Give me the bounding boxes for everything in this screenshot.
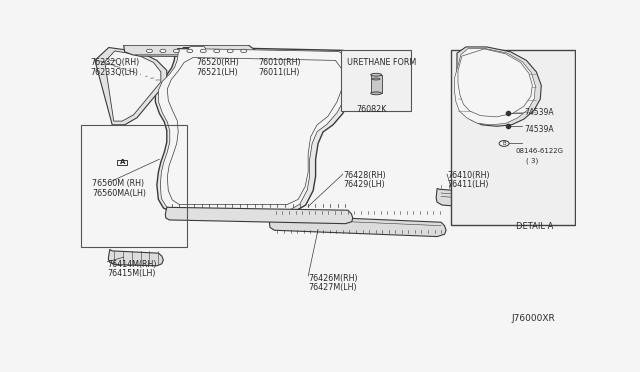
Text: 76428(RH): 76428(RH) [343, 171, 386, 180]
Text: 76010(RH): 76010(RH) [259, 58, 301, 67]
Bar [81, 125, 187, 247]
Polygon shape [183, 48, 198, 99]
Polygon shape [457, 47, 541, 126]
Circle shape [160, 49, 166, 53]
Text: 76414M(RH): 76414M(RH) [108, 260, 157, 269]
Ellipse shape [371, 92, 381, 95]
Polygon shape [177, 48, 205, 49]
Text: 76520(RH): 76520(RH) [196, 58, 239, 67]
Circle shape [227, 49, 233, 53]
Text: B: B [502, 141, 506, 146]
Bar [341, 50, 412, 110]
Circle shape [200, 49, 206, 53]
Circle shape [241, 49, 246, 53]
Ellipse shape [371, 73, 381, 76]
Text: 76011(LH): 76011(LH) [259, 68, 300, 77]
Polygon shape [458, 49, 532, 117]
Polygon shape [108, 250, 163, 266]
Ellipse shape [372, 78, 380, 80]
Polygon shape [158, 46, 350, 211]
Polygon shape [124, 45, 256, 57]
Polygon shape [454, 49, 535, 125]
Text: 76232Q(RH): 76232Q(RH) [90, 58, 139, 67]
Text: 76233Q(LH): 76233Q(LH) [90, 68, 138, 77]
Circle shape [188, 60, 193, 63]
Circle shape [188, 89, 193, 92]
Polygon shape [165, 207, 353, 224]
Text: 76082K: 76082K [356, 105, 387, 114]
Text: 76427M(LH): 76427M(LH) [308, 283, 356, 292]
Polygon shape [95, 48, 167, 125]
Circle shape [188, 68, 193, 70]
Text: URETHANE FORM: URETHANE FORM [347, 58, 416, 67]
Text: ( 3): ( 3) [527, 157, 539, 164]
Bar [117, 160, 127, 165]
Polygon shape [105, 51, 161, 121]
Text: A: A [120, 159, 125, 166]
Text: 76429(LH): 76429(LH) [343, 180, 385, 189]
Polygon shape [436, 189, 573, 214]
Text: 76411(LH): 76411(LH) [447, 180, 488, 189]
Polygon shape [167, 58, 343, 205]
Circle shape [147, 49, 152, 53]
Polygon shape [565, 189, 571, 214]
Text: J76000XR: J76000XR [511, 314, 556, 323]
Bar [371, 75, 381, 93]
Text: 74539A: 74539A [524, 108, 554, 117]
Text: 76560M (RH): 76560M (RH) [92, 179, 145, 188]
Circle shape [173, 49, 179, 53]
Text: 76560MA(LH): 76560MA(LH) [92, 189, 147, 198]
Text: 76415M(LH): 76415M(LH) [108, 269, 156, 279]
Circle shape [499, 141, 509, 146]
Bar [451, 50, 575, 225]
Polygon shape [156, 45, 355, 212]
Text: DETAIL A: DETAIL A [516, 222, 554, 231]
Circle shape [188, 75, 193, 78]
Text: 76521(LH): 76521(LH) [196, 68, 238, 77]
Circle shape [187, 49, 193, 53]
Polygon shape [269, 214, 446, 237]
Text: 76426M(RH): 76426M(RH) [308, 274, 358, 283]
Circle shape [214, 49, 220, 53]
Text: 74539A: 74539A [524, 125, 554, 134]
Text: 76410(RH): 76410(RH) [447, 171, 490, 180]
Text: 08146-6122G: 08146-6122G [515, 148, 563, 154]
Circle shape [188, 82, 193, 85]
